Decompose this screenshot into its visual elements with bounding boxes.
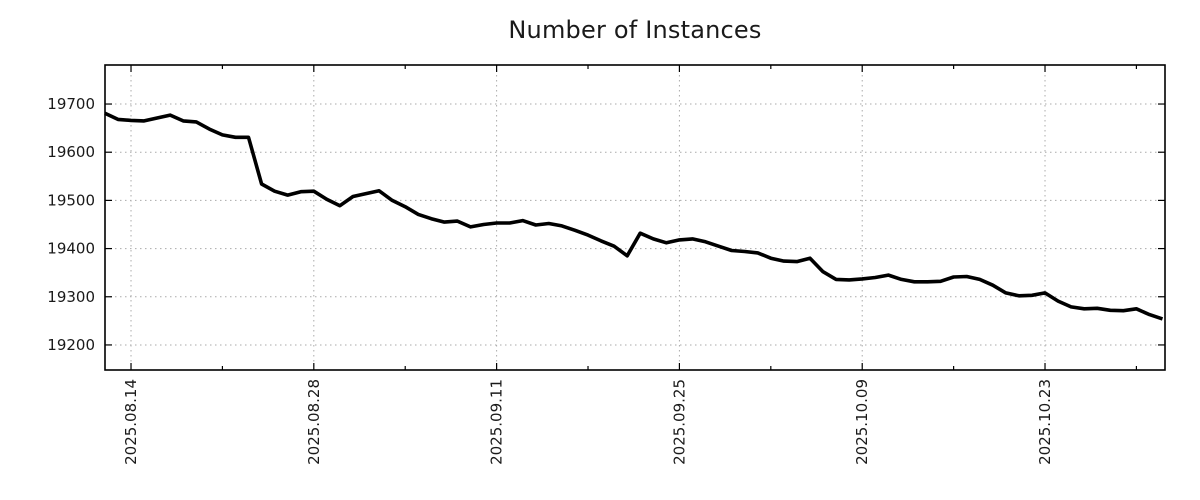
data-series: [104, 111, 1164, 321]
y-tick-label: 19200: [47, 336, 95, 354]
y-tick-label: 19600: [47, 143, 95, 161]
plot-frame: [104, 64, 1166, 371]
gridlines: [105, 65, 1165, 370]
plot-border: [104, 64, 1166, 371]
series-line: [104, 111, 1164, 321]
x-tick-label: 2025.10.23: [1036, 379, 1054, 465]
x-tick-label: 2025.09.25: [670, 379, 688, 465]
y-tick-label: 19700: [47, 95, 95, 113]
y-tick-label: 19500: [47, 191, 95, 209]
x-tick-label: 2025.10.09: [853, 379, 871, 465]
x-tick-label: 2025.08.28: [305, 379, 323, 465]
axis-ticks: [105, 65, 1165, 370]
tick-labels: 19200 19300 19400 19500 19600 19700 2025.08.14…: [47, 95, 1054, 465]
x-tick-label: 2025.08.14: [122, 379, 140, 465]
y-tick-label: 19400: [47, 240, 95, 258]
chart-title: Number of Instances: [508, 16, 762, 44]
y-tick-label: 19300: [47, 288, 95, 306]
x-tick-label: 2025.09.11: [488, 379, 506, 465]
